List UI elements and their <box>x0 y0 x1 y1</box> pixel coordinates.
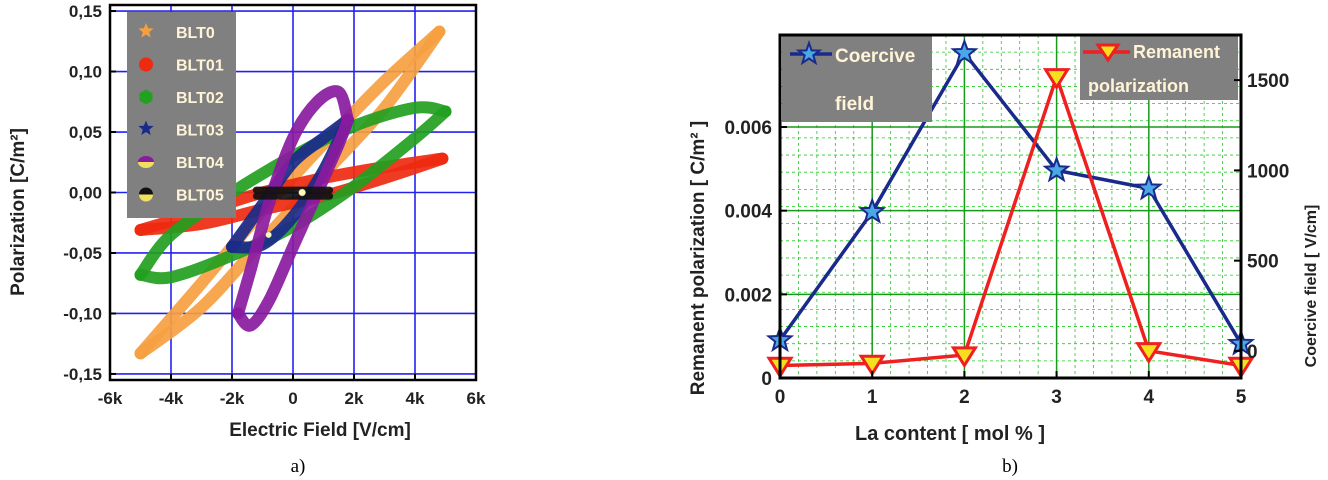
series-line-remanent-polarization <box>780 71 1241 368</box>
chart-a-ticks: -6k -4k -2k 0 2k 4k 6k -0,15 -0,10 -0,05 0,00 0,05 0… <box>63 2 486 408</box>
legend-marker-star-blt03 <box>138 120 154 135</box>
chart-a-xtick-label: -6k <box>98 389 123 408</box>
legend-label-remanent-line2: polarization <box>1088 76 1189 96</box>
caption-b: b) <box>1002 456 1018 477</box>
chart-a-ytick-label: 0,00 <box>69 184 102 203</box>
legend-label-blt03: BLT03 <box>176 123 224 140</box>
curve-blt04-upper <box>232 85 354 320</box>
legend-label-coercive-line2: field <box>835 94 874 115</box>
legend-label-coercive-line1: Coercive <box>835 46 915 67</box>
caption-a: a) <box>291 456 306 477</box>
chart-a-legend-box <box>127 12 236 218</box>
chart-b-ylabel-right: Coercive field [ V/cm] <box>1303 205 1320 368</box>
chart-a-xlabel: Electric Field [V/cm] <box>229 420 411 441</box>
chart-a-curves <box>134 25 452 360</box>
chart-a-xtick-label: 2k <box>345 389 364 408</box>
legend-marker-hexagon-blt02 <box>139 89 153 105</box>
legend-marker-star-blt0 <box>138 23 154 38</box>
chart-b-ylabel-left: Remanent polarization [ C/m² ] <box>688 121 709 395</box>
legend-marker-half-bottom-blt04 <box>138 162 154 168</box>
chart-b-xtick-label: 3 <box>1051 387 1062 408</box>
chart-b-xlabel: La content [ mol % ] <box>855 423 1045 445</box>
chart-b-ytick-label-right: 0 <box>1247 342 1258 363</box>
chart-b-xtick-label: 1 <box>867 387 878 408</box>
chart-a-legend: BLT0 BLT01 BLT02 BLT03 BLT04 BLT05 <box>127 12 236 218</box>
remanent-polarization-point <box>950 346 979 369</box>
chart-b-xtick-label: 5 <box>1236 387 1247 408</box>
legend-label-blt05: BLT05 <box>176 188 224 205</box>
chart-a-ytick-label: 0,10 <box>69 63 102 82</box>
coercive-field-point <box>950 38 979 66</box>
curve-blt04-lower <box>232 113 354 332</box>
remanent-polarization-point <box>858 354 886 377</box>
chart-b-ytick-label-left: 0.002 <box>724 285 772 306</box>
chart-a-xtick-label: -2k <box>220 389 245 408</box>
chart-b-lines <box>780 49 1241 368</box>
legend-marker-triangle-remanent <box>1095 43 1121 63</box>
legend-label-blt01: BLT01 <box>176 58 224 75</box>
legend-label-blt02: BLT02 <box>176 90 224 107</box>
chart-b-ytick-label-left: 0 <box>761 369 772 390</box>
remanent-polarization-point <box>1135 342 1163 365</box>
chart-a-ytick-label: 0,05 <box>69 123 102 142</box>
chart-b-xtick-label: 4 <box>1144 387 1155 408</box>
chart-a-ytick-label: -0,15 <box>63 365 102 384</box>
chart-b-ytick-label-left: 0.004 <box>724 202 772 223</box>
coercive-field-point <box>858 196 887 224</box>
chart-b-xtick-label: 2 <box>959 387 970 408</box>
curve-blt01-lower <box>134 152 449 236</box>
legend-marker-star-coercive <box>795 39 823 66</box>
coercive-field-point <box>1042 155 1071 183</box>
legend-marker-half-top-blt04 <box>138 156 154 162</box>
chart-b-ticks: 0 1 2 3 4 5 0 0.002 0.004 0.006 0 500 1000 1500 <box>724 71 1289 408</box>
chart-a-xtick-label: -4k <box>159 389 184 408</box>
chart-b-frame <box>778 33 1243 380</box>
legend-marker-half-top-blt05 <box>139 187 153 195</box>
chart-a-xtick-label: 0 <box>288 389 297 408</box>
chart-a-ylabel: Polarization [C/m²] <box>8 128 29 296</box>
chart-b-ytick-label-left: 0.006 <box>724 118 772 139</box>
chart-b-ytick-label-right: 1500 <box>1247 71 1289 92</box>
legend-label-remanent-line1: Remanent <box>1133 42 1220 62</box>
remanent-polarization-point <box>1042 68 1071 91</box>
series-line-coercive-field <box>780 49 1241 345</box>
legend-label-blt04: BLT04 <box>176 155 224 172</box>
legend-label-blt0: BLT0 <box>176 25 215 42</box>
chart-b-ytick-label-right: 1000 <box>1247 161 1289 182</box>
chart-a-ytick-label: -0,05 <box>63 244 102 263</box>
chart-b-la-content: Coercive field Remanent polarization 0 1 2 3 4 5… <box>688 33 1320 477</box>
chart-b-ytick-label-right: 500 <box>1247 252 1279 273</box>
chart-b-legends: Coercive field Remanent polarization <box>782 36 1238 122</box>
chart-a-hysteresis: -6k -4k -2k 0 2k 4k 6k -0,15 -0,10 -0,05 0,00 0,05 0… <box>8 2 486 477</box>
chart-a-xtick-label: 6k <box>467 389 486 408</box>
chart-a-xtick-label: 4k <box>406 389 425 408</box>
blt05-point-marker <box>298 188 306 197</box>
curve-blt03-upper <box>226 113 354 253</box>
blt03-point-marker <box>265 231 272 239</box>
legend-marker-circle-blt01 <box>139 57 153 72</box>
legend-marker-half-bottom-blt05 <box>139 194 153 202</box>
chart-b-xtick-label: 0 <box>775 387 786 408</box>
curve-blt02-lower <box>134 105 452 285</box>
chart-a-ytick-label: 0,15 <box>69 2 102 21</box>
coercive-field-point <box>1134 173 1163 201</box>
chart-a-ytick-label: -0,10 <box>63 304 102 323</box>
